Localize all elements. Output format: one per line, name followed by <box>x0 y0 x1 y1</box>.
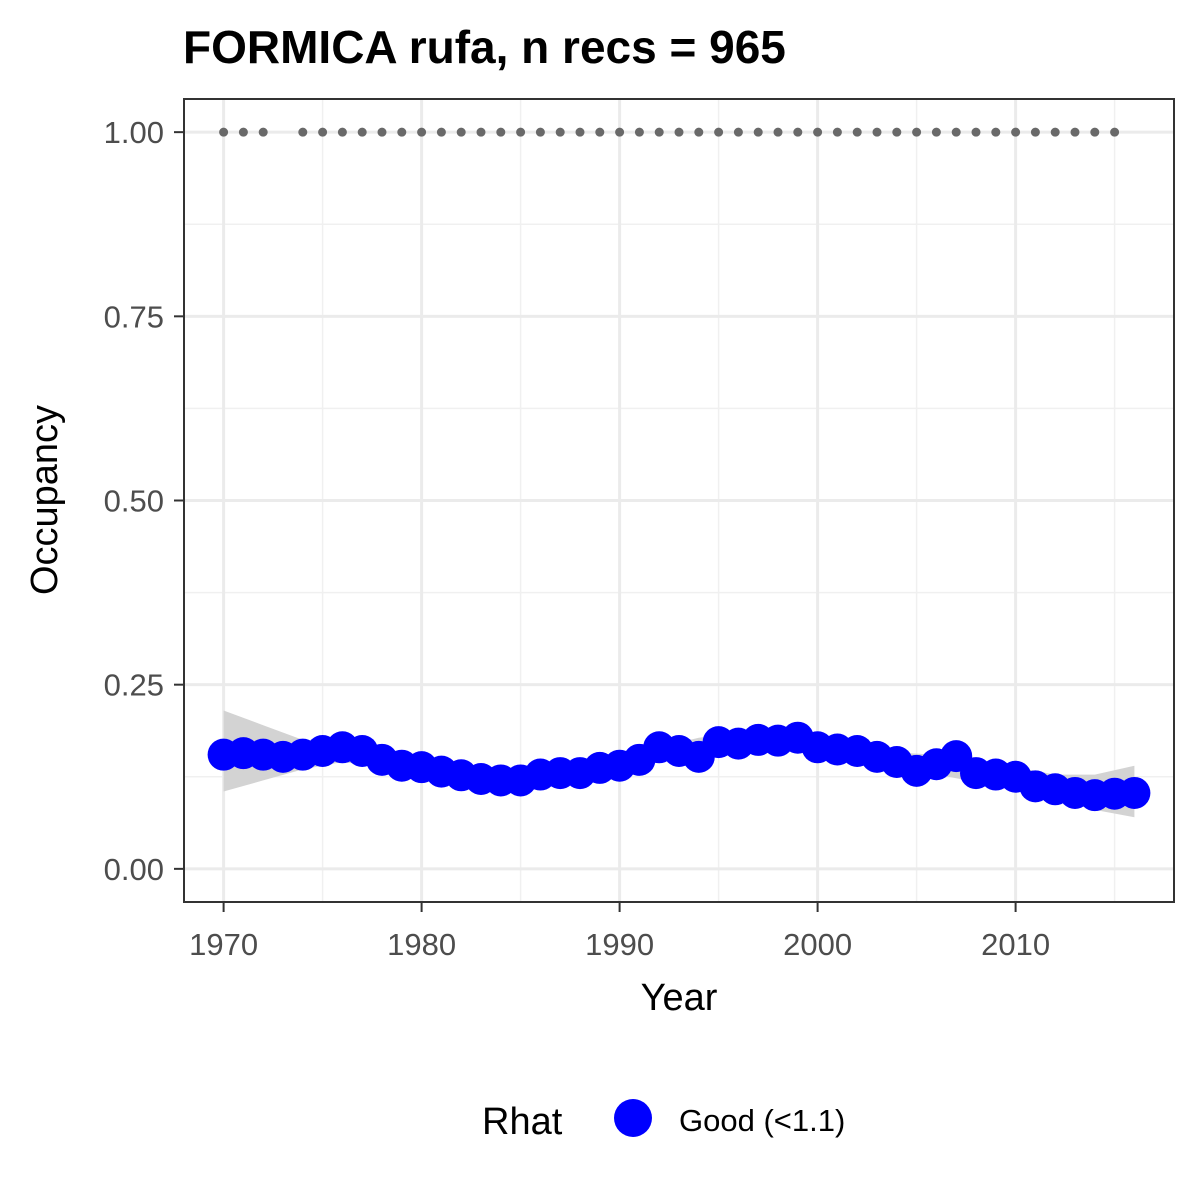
record-dot <box>318 127 328 137</box>
record-dot <box>951 127 961 137</box>
y-axis-title: Occupancy <box>24 405 66 595</box>
x-axis-title: Year <box>641 977 718 1019</box>
record-dot <box>496 127 506 137</box>
record-dot <box>615 127 625 137</box>
record-dot <box>397 127 407 137</box>
x-tick-label: 1990 <box>585 927 654 962</box>
data-point <box>1118 776 1151 809</box>
legend-title: Rhat <box>482 1101 563 1143</box>
record-dot <box>1070 127 1080 137</box>
record-dot <box>1011 127 1021 137</box>
record-dot <box>852 127 862 137</box>
y-tick-label: 1.00 <box>104 115 164 150</box>
record-dot <box>1110 127 1120 137</box>
x-axis: 1970 1980 1990 2000 2010 <box>189 902 1050 962</box>
x-tick-label: 2010 <box>981 927 1050 962</box>
record-dot <box>753 127 763 137</box>
record-dot <box>912 127 922 137</box>
record-dot <box>476 127 486 137</box>
record-dot <box>575 127 585 137</box>
record-dot <box>714 127 724 137</box>
record-dot <box>516 127 526 137</box>
legend: Rhat Good (<1.1) <box>482 1099 845 1143</box>
x-tick-label: 2000 <box>783 927 852 962</box>
occupancy-points <box>207 721 1151 812</box>
record-dot <box>595 127 605 137</box>
record-dot <box>694 127 704 137</box>
y-tick-label: 0.75 <box>104 299 164 334</box>
record-dot <box>1030 127 1040 137</box>
record-dot <box>813 127 823 137</box>
record-dot <box>535 127 545 137</box>
record-dot <box>436 127 446 137</box>
x-tick-label: 1980 <box>387 927 456 962</box>
record-dot <box>971 127 981 137</box>
record-dot <box>733 127 743 137</box>
record-dot <box>1090 127 1100 137</box>
record-dot <box>377 127 387 137</box>
record-dot <box>357 127 367 137</box>
chart-title: FORMICA rufa, n recs = 965 <box>183 21 786 73</box>
record-dot <box>793 127 803 137</box>
record-dot <box>258 127 268 137</box>
record-dot <box>1050 127 1060 137</box>
record-dot <box>773 127 783 137</box>
record-dot <box>892 127 902 137</box>
record-dot <box>931 127 941 137</box>
record-dot <box>337 127 347 137</box>
record-dot <box>238 127 248 137</box>
record-dot <box>674 127 684 137</box>
record-dot <box>991 127 1001 137</box>
plot-area <box>183 98 1175 903</box>
y-tick-label: 0.25 <box>104 668 164 703</box>
record-dot <box>634 127 644 137</box>
record-dot <box>555 127 565 137</box>
y-tick-label: 0.00 <box>104 852 164 887</box>
record-dot <box>456 127 466 137</box>
record-dot <box>417 127 427 137</box>
y-tick-label: 0.50 <box>104 484 164 519</box>
record-dot <box>219 127 229 137</box>
x-tick-label: 1970 <box>189 927 258 962</box>
legend-key-good <box>614 1099 652 1137</box>
record-dots <box>219 127 1120 137</box>
y-axis: 0.00 0.25 0.50 0.75 1.00 <box>104 115 184 887</box>
record-dot <box>298 127 308 137</box>
legend-label-good: Good (<1.1) <box>679 1103 845 1138</box>
record-dot <box>832 127 842 137</box>
record-dot <box>654 127 664 137</box>
record-dot <box>872 127 882 137</box>
